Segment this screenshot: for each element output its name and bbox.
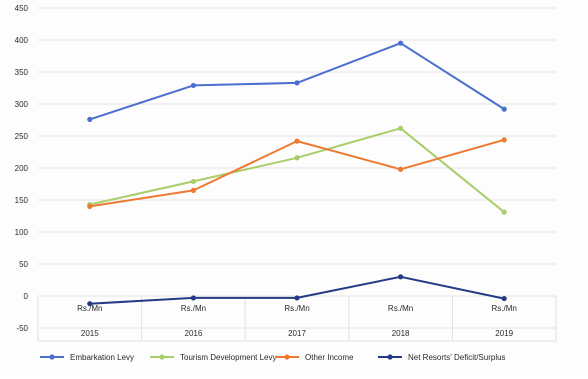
legend-label: Embarkation Levy	[70, 353, 134, 362]
series-line	[89, 138, 505, 208]
data-point	[87, 203, 93, 209]
x-category-label: 2017	[288, 329, 306, 338]
grid	[38, 7, 556, 329]
legend-swatch-marker	[387, 354, 393, 360]
data-point	[294, 155, 300, 161]
data-point	[501, 295, 507, 302]
y-tick-label: 250	[15, 132, 29, 141]
legend: Embarkation Levy Tourism Development Levy…	[40, 353, 506, 362]
legend-swatch-marker	[49, 354, 55, 360]
legend-label: Net Resorts' Deficit/Surplus	[408, 353, 506, 362]
unit-label: Rs./Mn	[388, 304, 413, 313]
x-category-label: 2019	[495, 329, 513, 338]
y-tick-label: 450	[15, 4, 29, 13]
unit-label: Rs./Mn	[181, 304, 206, 313]
y-tick-label: -50	[16, 324, 28, 333]
legend-label: Tourism Development Levy	[180, 353, 276, 362]
y-tick-label: 100	[15, 228, 29, 237]
data-point	[190, 187, 196, 193]
y-tick-label: 0	[24, 292, 29, 301]
unit-label: Rs./Mn	[77, 304, 102, 313]
y-tick-label: 200	[15, 164, 29, 173]
y-tick-label: 50	[19, 260, 28, 269]
x-category-label: 2015	[81, 329, 99, 338]
y-tick-label: 400	[15, 36, 29, 45]
legend-label: Other Income	[305, 353, 354, 362]
series-lines	[87, 40, 507, 307]
x-category-label: 2016	[185, 329, 203, 338]
unit-label: Rs./Mn	[284, 304, 309, 313]
unit-label: Rs./Mn	[492, 304, 517, 313]
data-point	[398, 125, 404, 131]
y-tick-label: 350	[15, 68, 29, 77]
data-point	[294, 295, 300, 301]
data-point	[190, 82, 196, 89]
data-point	[501, 137, 507, 143]
data-point	[398, 40, 404, 46]
category-table: Rs./Mn 2015 Rs./Mn 2016 Rs./Mn 2017 Rs./Mn 2018…	[37, 296, 557, 342]
data-point	[294, 80, 300, 86]
data-point	[501, 106, 507, 112]
legend-swatch-marker	[159, 354, 165, 360]
data-point	[398, 166, 404, 172]
y-tick-label: 300	[15, 100, 29, 109]
data-point	[398, 274, 404, 280]
data-point	[87, 116, 93, 122]
x-category-label: 2018	[392, 329, 410, 338]
y-axis-ticks: -50 0 50 100 150 200 250 300 350 400 450	[15, 4, 29, 333]
data-point	[190, 178, 196, 185]
data-point	[190, 295, 196, 301]
data-point	[294, 138, 300, 144]
legend-swatch-marker	[284, 354, 290, 360]
y-tick-label: 150	[15, 196, 29, 205]
data-point	[87, 301, 93, 307]
data-point	[501, 209, 507, 215]
